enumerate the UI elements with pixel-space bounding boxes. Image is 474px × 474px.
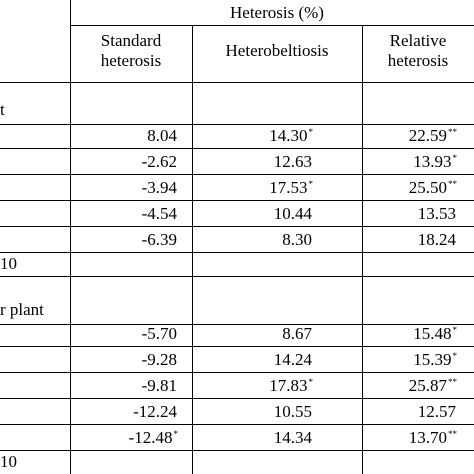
standard-heterosis-cell: -5.70: [141, 324, 177, 343]
table-border-col2: [192, 26, 193, 474]
table-row: -9.28 14.24 15.39*: [0, 348, 474, 372]
row-rule: [0, 200, 474, 201]
table-row: -3.94 17.53* 25.50**: [0, 176, 474, 200]
standard-heterosis-cell: -3.94: [141, 178, 177, 197]
significance-mark: **: [448, 377, 457, 387]
row-rule: [0, 148, 474, 149]
heterobeltiosis-cell: 10.44: [273, 204, 312, 223]
heterobeltiosis-cell: 17.83*: [269, 376, 314, 395]
table-border-col3: [362, 26, 363, 474]
relative-heterosis-cell: 18.24: [417, 230, 456, 249]
header-heterobeltiosis: Heterobeltiosis: [225, 41, 329, 60]
table-row: -5.70 8.67 15.48*: [0, 322, 474, 346]
header-relative-heterosis-line2: heterosis: [387, 51, 449, 70]
significance-mark: *: [308, 127, 314, 137]
table-row: -12.48* 14.34 13.70**: [0, 426, 474, 450]
significance-mark: **: [448, 127, 457, 137]
header-bottom-rule: [0, 82, 474, 83]
relative-heterosis-cell: 13.93*: [413, 152, 458, 171]
header-rule: [70, 25, 474, 26]
section-rule: [0, 324, 474, 325]
standard-heterosis-cell: -12.48*: [128, 428, 179, 447]
heterobeltiosis-cell: 8.30: [282, 230, 312, 249]
row-rule: [0, 450, 474, 451]
relative-heterosis-cell: 15.39*: [413, 350, 458, 369]
significance-mark: *: [452, 351, 458, 361]
standard-heterosis-cell: -9.81: [141, 376, 177, 395]
heterobeltiosis-cell: 12.63: [273, 152, 312, 171]
header-group-label: Heterosis (%): [230, 3, 324, 22]
heterobeltiosis-cell: 14.24: [273, 350, 312, 369]
heterobeltiosis-cell: 17.53*: [269, 178, 314, 197]
row-rule: [0, 424, 474, 425]
row-rule: [0, 174, 474, 175]
table-row: -4.54 10.44 13.53: [0, 202, 474, 226]
table-row: 8.04 14.30* 22.59**: [0, 124, 474, 148]
section-footer-label: 10: [0, 452, 17, 471]
table-row: -2.62 12.63 13.93*: [0, 150, 474, 174]
standard-heterosis-cell: -12.24: [133, 402, 177, 421]
relative-heterosis-cell: 15.48*: [413, 324, 458, 343]
section-rule: [0, 276, 474, 277]
significance-mark: **: [448, 429, 457, 439]
row-rule: [0, 398, 474, 399]
relative-heterosis-cell: 13.53: [417, 204, 456, 223]
significance-mark: **: [448, 179, 457, 189]
heterobeltiosis-cell: 14.30*: [269, 126, 314, 145]
section-footer-label: 10: [0, 254, 17, 273]
table-row: -6.39 8.30 18.24: [0, 228, 474, 252]
relative-heterosis-cell: 12.57: [417, 402, 456, 421]
row-rule: [0, 226, 474, 227]
standard-heterosis-cell: 8.04: [147, 126, 177, 145]
significance-mark: *: [173, 429, 179, 439]
relative-heterosis-cell: 13.70**: [408, 428, 457, 447]
significance-mark: *: [308, 377, 314, 387]
significance-mark: *: [452, 153, 458, 163]
heterobeltiosis-cell: 14.34: [273, 428, 312, 447]
relative-heterosis-cell: 25.50**: [408, 178, 457, 197]
table-row: -9.81 17.83* 25.87**: [0, 374, 474, 398]
standard-heterosis-cell: -2.62: [141, 152, 177, 171]
significance-mark: *: [308, 179, 314, 189]
header-standard-heterosis-line2: heterosis: [100, 51, 162, 70]
section-label: t: [0, 100, 5, 119]
significance-mark: *: [452, 325, 458, 335]
relative-heterosis-cell: 25.87**: [408, 376, 457, 395]
table-border-left-col: [70, 0, 71, 474]
header-standard-heterosis-line1: Standard: [100, 31, 162, 50]
table-row: -12.24 10.55 12.57: [0, 400, 474, 424]
header-relative-heterosis-line1: Relative: [389, 31, 447, 50]
heterobeltiosis-cell: 8.67: [282, 324, 312, 343]
section-rule: [0, 124, 474, 125]
row-rule: [0, 252, 474, 253]
row-rule: [0, 346, 474, 347]
row-rule: [0, 372, 474, 373]
heterobeltiosis-cell: 10.55: [273, 402, 312, 421]
standard-heterosis-cell: -4.54: [141, 204, 177, 223]
standard-heterosis-cell: -9.28: [141, 350, 177, 369]
standard-heterosis-cell: -6.39: [141, 230, 177, 249]
relative-heterosis-cell: 22.59**: [408, 126, 457, 145]
section-label: r plant: [0, 300, 44, 319]
